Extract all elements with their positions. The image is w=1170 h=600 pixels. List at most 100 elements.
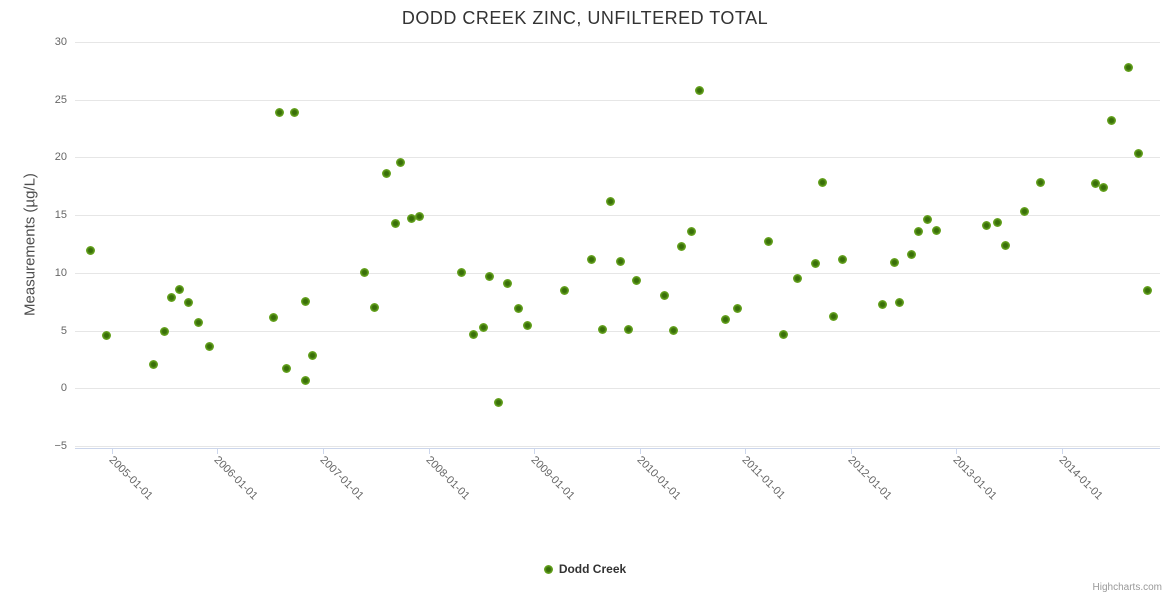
y-axis-tick-label: 5 <box>60 324 67 337</box>
data-point[interactable] <box>778 329 788 339</box>
data-point[interactable] <box>513 304 523 314</box>
data-point[interactable] <box>1091 179 1101 189</box>
data-point[interactable] <box>281 364 291 374</box>
data-point[interactable] <box>503 278 513 288</box>
x-axis-tick <box>956 448 958 454</box>
data-point[interactable] <box>359 268 369 278</box>
y-axis-tick-label: 20 <box>54 151 67 164</box>
data-point[interactable] <box>1020 207 1030 217</box>
x-axis-tick <box>639 448 641 454</box>
data-point[interactable] <box>268 313 278 323</box>
data-point[interactable] <box>668 326 678 336</box>
x-axis-tick <box>850 448 852 454</box>
y-gridline <box>75 42 1160 43</box>
y-axis-tick-label: 30 <box>54 36 67 48</box>
y-gridline <box>75 215 1160 217</box>
data-point[interactable] <box>370 302 380 312</box>
data-point[interactable] <box>982 221 992 231</box>
data-point[interactable] <box>395 157 405 167</box>
data-point[interactable] <box>174 284 184 294</box>
data-point[interactable] <box>160 327 170 337</box>
data-point[interactable] <box>560 285 570 295</box>
x-axis-tick-label: 2012-01-01 <box>845 454 894 503</box>
data-point[interactable] <box>763 237 773 247</box>
data-point[interactable] <box>148 359 158 369</box>
data-point[interactable] <box>1106 115 1116 125</box>
data-point[interactable] <box>1123 62 1133 72</box>
data-point[interactable] <box>1098 182 1108 192</box>
data-point[interactable] <box>686 226 696 236</box>
legend-item-dodd-creek[interactable]: Dodd Creek <box>558 562 627 576</box>
data-point[interactable] <box>381 169 391 179</box>
data-point[interactable] <box>307 351 317 361</box>
data-point[interactable] <box>889 257 899 267</box>
data-point[interactable] <box>660 291 670 301</box>
y-axis-tick-label: −5 <box>54 440 67 452</box>
data-point[interactable] <box>677 241 687 251</box>
data-point[interactable] <box>1142 285 1152 295</box>
data-point[interactable] <box>598 324 608 334</box>
data-point[interactable] <box>586 254 596 264</box>
data-point[interactable] <box>204 342 214 352</box>
data-point[interactable] <box>695 85 705 95</box>
x-axis-tick <box>111 448 113 454</box>
data-point[interactable] <box>811 259 821 269</box>
data-point[interactable] <box>478 322 488 332</box>
data-point[interactable] <box>829 312 839 322</box>
x-axis-tick <box>534 448 536 454</box>
data-point[interactable] <box>931 225 941 235</box>
x-axis-tick-label: 2005-01-01 <box>106 454 155 503</box>
data-point[interactable] <box>275 107 285 117</box>
legend-marker-icon <box>543 564 553 574</box>
data-point[interactable] <box>616 256 626 266</box>
y-gridline <box>75 99 1160 101</box>
data-point[interactable] <box>1134 149 1144 159</box>
data-point[interactable] <box>631 276 641 286</box>
x-axis-tick-label: 2006-01-01 <box>211 454 261 503</box>
data-point[interactable] <box>193 317 203 327</box>
data-point[interactable] <box>290 107 300 117</box>
data-point[interactable] <box>102 330 112 340</box>
data-point[interactable] <box>720 314 730 324</box>
data-point[interactable] <box>877 299 887 309</box>
data-point[interactable] <box>1001 240 1011 250</box>
data-point[interactable] <box>817 178 827 188</box>
x-axis-tick <box>745 448 747 454</box>
data-point[interactable] <box>485 271 495 281</box>
data-point[interactable] <box>86 246 96 256</box>
x-axis-tick-label: 2007-01-01 <box>317 454 366 503</box>
data-point[interactable] <box>992 217 1002 227</box>
data-point[interactable] <box>456 268 466 278</box>
data-point[interactable] <box>923 215 933 225</box>
data-point[interactable] <box>623 324 633 334</box>
highcharts-credit[interactable]: Highcharts.com <box>1092 582 1162 593</box>
data-point[interactable] <box>184 298 194 308</box>
data-point[interactable] <box>1036 178 1046 188</box>
data-point[interactable] <box>913 226 923 236</box>
data-point[interactable] <box>407 214 417 224</box>
x-axis-tick-label: 2009-01-01 <box>528 454 577 503</box>
y-gridline <box>75 157 1160 159</box>
data-point[interactable] <box>907 249 917 259</box>
x-axis-line <box>75 448 1160 449</box>
data-point[interactable] <box>894 298 904 308</box>
data-point[interactable] <box>493 397 503 407</box>
y-gridline <box>75 330 1160 332</box>
x-axis-tick <box>428 448 430 454</box>
data-point[interactable] <box>793 274 803 284</box>
data-point[interactable] <box>166 292 176 302</box>
y-axis-tick-label: 15 <box>54 209 67 222</box>
data-point[interactable] <box>391 218 401 228</box>
data-point[interactable] <box>414 211 424 221</box>
data-point[interactable] <box>300 297 310 307</box>
x-axis-tick <box>323 448 325 454</box>
data-point[interactable] <box>469 329 479 339</box>
data-point[interactable] <box>523 321 533 331</box>
x-axis-tick <box>217 448 219 454</box>
data-point[interactable] <box>837 254 847 264</box>
data-point[interactable] <box>605 196 615 206</box>
data-point[interactable] <box>733 304 743 314</box>
data-point[interactable] <box>300 375 310 385</box>
x-axis-tick-label: 2014-01-01 <box>1056 454 1105 503</box>
